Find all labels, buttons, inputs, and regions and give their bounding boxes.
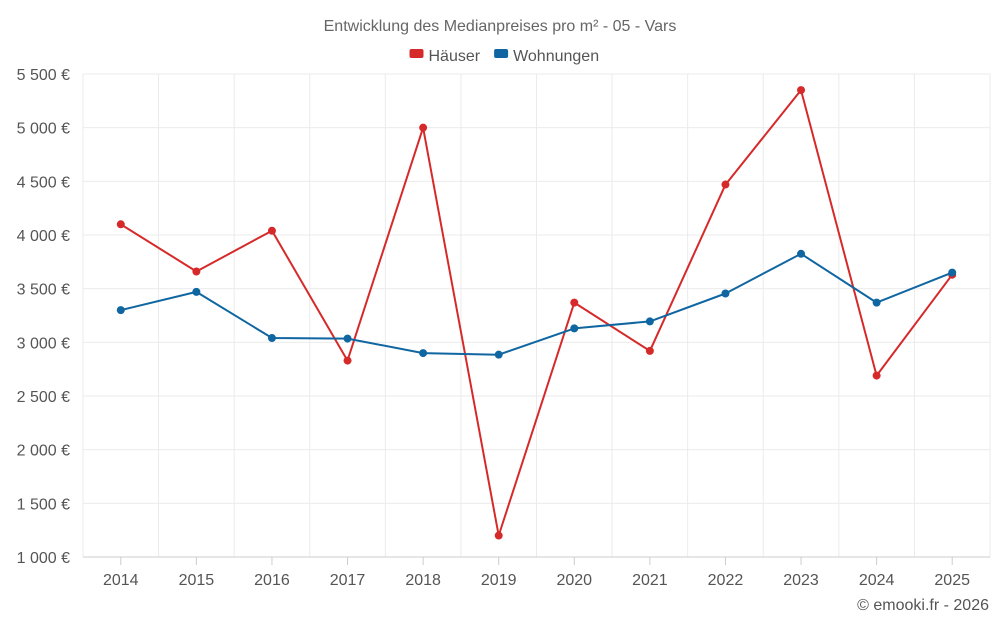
x-tick-label: 2020 (556, 572, 592, 589)
x-axis: 2014 2015 2016 2017 2018 2019 2020 2021 2022 2023… (83, 556, 990, 589)
y-tick-label: 3 000 € (17, 335, 70, 352)
series-1-point[interactable] (267, 334, 276, 343)
series-1-point[interactable] (721, 289, 730, 298)
series-1-point[interactable] (645, 317, 654, 326)
series-1-point[interactable] (192, 287, 201, 296)
x-tick-label: 2023 (783, 572, 819, 589)
series-0-point[interactable] (419, 123, 428, 132)
x-tick-label: 2017 (330, 572, 366, 589)
y-tick-label: 5 500 € (17, 67, 70, 84)
series-0-point[interactable] (721, 180, 730, 189)
series-1-point[interactable] (494, 350, 503, 359)
x-tick-label: 2019 (481, 572, 517, 589)
x-tick-label: 2018 (405, 572, 441, 589)
series-1-point[interactable] (797, 249, 806, 258)
y-tick-label: 3 500 € (17, 282, 70, 299)
series-0-point[interactable] (570, 298, 579, 307)
y-tick-label: 2 500 € (17, 389, 70, 406)
y-tick-label: 4 000 € (17, 228, 70, 245)
x-tick-label: 2021 (632, 572, 668, 589)
series-1-point[interactable] (419, 349, 428, 358)
x-tick-label: 2024 (859, 572, 895, 589)
x-tick-label: 2022 (708, 572, 744, 589)
series-0-point[interactable] (116, 220, 125, 229)
grid (82, 73, 991, 557)
series-0-point[interactable] (192, 267, 201, 276)
series-1-point[interactable] (116, 306, 125, 315)
x-tick-label: 2015 (179, 572, 215, 589)
legend-label[interactable]: Wohnungen (513, 48, 599, 65)
series-1-point[interactable] (343, 334, 352, 343)
series-1-line (120, 252, 953, 356)
series-0-point[interactable] (494, 531, 503, 540)
y-tick-label: 4 500 € (17, 174, 70, 191)
chart-title: Entwicklung des Medianpreises pro m² - 0… (324, 18, 677, 35)
series-1-point[interactable] (872, 298, 881, 307)
series-0-point[interactable] (872, 371, 881, 380)
y-tick-label: 1 500 € (17, 496, 70, 513)
legend-swatch (409, 49, 424, 58)
x-tick-label: 2014 (103, 572, 139, 589)
series-0-line (120, 89, 954, 537)
series-0-point[interactable] (797, 86, 806, 95)
x-tick-label: 2025 (934, 572, 970, 589)
legend-swatch (494, 49, 509, 58)
series-1-point[interactable] (570, 324, 579, 333)
series-0-point[interactable] (645, 346, 654, 355)
series-area (116, 86, 957, 540)
credit: © emooki.fr - 2026 (857, 597, 989, 614)
series-0-point[interactable] (343, 356, 352, 365)
y-tick-label: 2 000 € (17, 443, 70, 460)
series-0-point[interactable] (267, 226, 276, 235)
y-tick-label: 1 000 € (17, 550, 70, 567)
legend-label[interactable]: Häuser (429, 48, 481, 65)
y-axis: 1 000 € 1 500 € 2 000 € 2 500 € 3 000 € 3 500… (17, 67, 70, 567)
series-1-point[interactable] (948, 268, 957, 277)
x-tick-label: 2016 (254, 572, 290, 589)
y-tick-label: 5 000 € (17, 121, 70, 138)
legend: Häuser Wohnungen (409, 48, 599, 65)
